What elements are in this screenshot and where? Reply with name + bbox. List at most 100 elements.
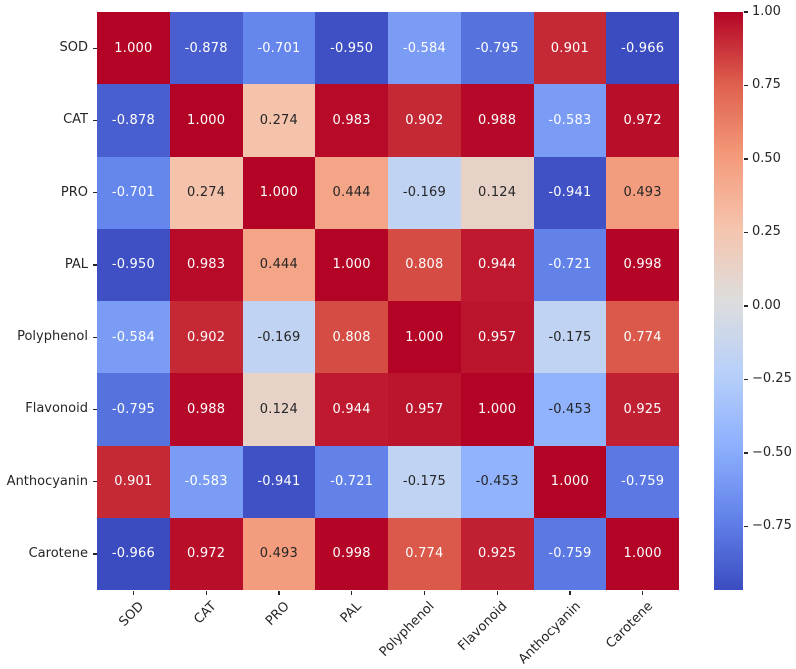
heatmap-cell-Carotene-PAL: 0.998 <box>315 517 388 590</box>
heatmap-cell-Anthocyanin-Flavonoid: -0.453 <box>460 445 534 518</box>
heatmap-cell-CAT-Polyphenol: 0.902 <box>388 84 461 157</box>
y-tick-label-Carotene: Carotene <box>28 545 88 561</box>
heatmap-cell-CAT-Anthocyanin: -0.583 <box>533 84 607 157</box>
heatmap-cell-Flavonoid-PAL: 0.944 <box>315 373 388 446</box>
heatmap-cell-PRO-Flavonoid: 0.124 <box>460 156 534 229</box>
y-tick-label-Anthocyanin: Anthocyanin <box>6 473 88 489</box>
x-tick-mark <box>642 590 644 595</box>
y-tick-mark <box>92 408 97 411</box>
heatmap-cell-CAT-CAT: 1.000 <box>169 84 243 157</box>
heatmap-cell-Anthocyanin-PAL: -0.721 <box>315 445 388 518</box>
heatmap-cell-Polyphenol-PAL: 0.808 <box>315 301 388 374</box>
heatmap-cell-PAL-Carotene: 0.998 <box>606 228 679 301</box>
y-tick-mark <box>92 119 97 122</box>
heatmap-cell-SOD-SOD: 1.000 <box>97 12 170 85</box>
colorbar-tick-mark <box>744 452 748 454</box>
heatmap-cell-PRO-PAL: 0.444 <box>315 156 388 229</box>
x-tick-label-SOD: SOD <box>116 599 147 630</box>
heatmap-cell-SOD-Anthocyanin: 0.901 <box>533 12 607 85</box>
y-tick-mark <box>92 264 97 266</box>
heatmap-cell-SOD-Flavonoid: -0.795 <box>460 12 534 85</box>
heatmap-cell-PAL-Flavonoid: 0.944 <box>460 228 534 301</box>
colorbar-tick-mark <box>744 378 748 381</box>
heatmap-cell-Anthocyanin-PRO: -0.941 <box>242 445 316 518</box>
heatmap-cell-PAL-SOD: -0.950 <box>97 228 170 301</box>
x-tick-label-Polyphenol: Polyphenol <box>377 599 438 660</box>
heatmap-cell-SOD-CAT: -0.878 <box>169 12 243 85</box>
y-tick-label-PRO: PRO <box>60 184 88 200</box>
heatmap-cell-Carotene-Flavonoid: 0.925 <box>460 517 534 590</box>
colorbar-tick-label-0.75: 0.75 <box>752 77 781 93</box>
heatmap-cell-Flavonoid-Carotene: 0.925 <box>606 373 679 446</box>
colorbar-tick-label-1.00: 1.00 <box>752 4 781 19</box>
heatmap-cell-Polyphenol-Anthocyanin: -0.175 <box>533 301 607 374</box>
heatmap-cell-Polyphenol-SOD: -0.584 <box>97 301 170 374</box>
colorbar-tick-mark <box>744 231 748 234</box>
x-tick-mark <box>351 590 353 595</box>
heatmap-cell-Polyphenol-PRO: -0.169 <box>242 301 316 374</box>
heatmap-cell-PAL-PAL: 1.000 <box>315 228 388 301</box>
x-tick-mark <box>132 590 135 595</box>
colorbar-tick-label-0.25: 0.25 <box>752 224 781 240</box>
heatmap-cell-PAL-Polyphenol: 0.808 <box>388 228 461 301</box>
heatmap-cell-PAL-PRO: 0.444 <box>242 228 316 301</box>
heatmap-cell-Polyphenol-Flavonoid: 0.957 <box>460 301 534 374</box>
heatmap-cell-PRO-SOD: -0.701 <box>97 156 170 229</box>
heatmap-cell-Polyphenol-Carotene: 0.774 <box>606 301 679 374</box>
heatmap-cell-CAT-Carotene: 0.972 <box>606 84 679 157</box>
heatmap-cell-Carotene-Polyphenol: 0.774 <box>388 517 461 590</box>
heatmap-cell-Carotene-Anthocyanin: -0.759 <box>533 517 607 590</box>
colorbar-gradient <box>714 12 743 590</box>
colorbar-tick-mark <box>744 158 748 160</box>
heatmap-cell-Flavonoid-Anthocyanin: -0.453 <box>533 373 607 446</box>
colorbar-tick-label-−0.50: −0.50 <box>752 444 792 460</box>
heatmap-cell-PAL-CAT: 0.983 <box>169 228 243 301</box>
heatmap-cell-Carotene-CAT: 0.972 <box>169 517 243 590</box>
y-tick-mark <box>92 481 97 483</box>
x-tick-label-Anthocyanin: Anthocyanin <box>515 599 584 668</box>
heatmap-cell-CAT-PRO: 0.274 <box>242 84 316 157</box>
heatmap-cell-Polyphenol-CAT: 0.902 <box>169 301 243 374</box>
heatmap-cell-PRO-Anthocyanin: -0.941 <box>533 156 607 229</box>
colorbar-tick-label-0.00: 0.00 <box>752 297 781 313</box>
x-tick-label-Flavonoid: Flavonoid <box>455 599 511 654</box>
x-tick-mark <box>569 590 571 595</box>
colorbar-tick-label-0.50: 0.50 <box>752 150 781 166</box>
heatmap-cell-Anthocyanin-CAT: -0.583 <box>169 445 243 518</box>
heatmap-cell-Flavonoid-CAT: 0.988 <box>169 373 243 446</box>
heatmap-cell-Anthocyanin-SOD: 0.901 <box>97 445 170 518</box>
colorbar-tick-mark <box>744 11 748 13</box>
heatmap-cell-Flavonoid-SOD: -0.795 <box>97 373 170 446</box>
heatmap-cell-SOD-Polyphenol: -0.584 <box>388 12 461 85</box>
colorbar-tick-mark <box>744 84 748 87</box>
y-tick-label-PAL: PAL <box>64 256 88 272</box>
y-tick-label-Polyphenol: Polyphenol <box>17 329 88 345</box>
heatmap-cell-SOD-PAL: -0.950 <box>315 12 388 85</box>
heatmap-cell-Flavonoid-PRO: 0.124 <box>242 373 316 446</box>
heatmap-cell-Carotene-SOD: -0.966 <box>97 517 170 590</box>
heatmap-cell-CAT-SOD: -0.878 <box>97 84 170 157</box>
heatmap-cell-Anthocyanin-Polyphenol: -0.175 <box>388 445 461 518</box>
x-tick-mark <box>205 590 207 595</box>
x-tick-label-CAT: CAT <box>191 599 220 628</box>
heatmap-cell-Flavonoid-Flavonoid: 1.000 <box>460 373 534 446</box>
y-tick-mark <box>92 553 97 555</box>
heatmap-cell-CAT-Flavonoid: 0.988 <box>460 84 534 157</box>
heatmap-cell-Carotene-Carotene: 1.000 <box>606 517 679 590</box>
y-tick-mark <box>92 336 97 338</box>
heatmap-cell-Flavonoid-Polyphenol: 0.957 <box>388 373 461 446</box>
heatmap-cell-SOD-PRO: -0.701 <box>242 12 316 85</box>
heatmap-cell-CAT-PAL: 0.983 <box>315 84 388 157</box>
x-tick-label-PRO: PRO <box>262 599 293 629</box>
heatmap-cell-PRO-Carotene: 0.493 <box>606 156 679 229</box>
heatmap-cell-PAL-Anthocyanin: -0.721 <box>533 228 607 301</box>
x-tick-mark <box>496 590 498 595</box>
colorbar-tick-label-−0.75: −0.75 <box>752 518 792 534</box>
colorbar-tick-label-−0.25: −0.25 <box>752 371 792 387</box>
x-tick-label-PAL: PAL <box>338 599 366 626</box>
heatmap-grid: 1.000 -0.878 -0.701 -0.950 -0.584 -0.795 0.901… <box>97 12 679 590</box>
heatmap-cell-SOD-Carotene: -0.966 <box>606 12 679 85</box>
y-tick-label-CAT: CAT <box>63 112 88 128</box>
colorbar-tick-mark <box>744 305 748 307</box>
